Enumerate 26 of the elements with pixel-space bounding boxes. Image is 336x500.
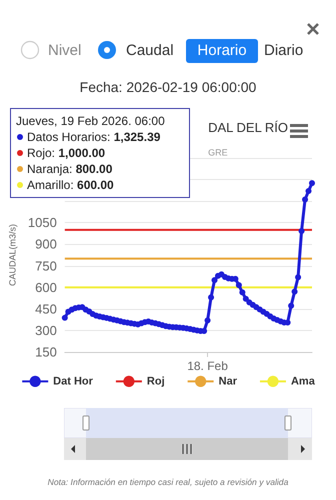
text: Nivel <box>48 42 82 59</box>
y-tick-label: 150 <box>35 344 57 360</box>
text: Diario <box>264 41 304 61</box>
legend-label: Nar <box>218 375 238 388</box>
text: Nota: Información en tiempo casi real, sujeto a revisión y valida <box>46 477 290 487</box>
y-tick-label: 900 <box>35 236 57 252</box>
y-tick-label: 300 <box>35 322 57 338</box>
legend-label: Roj <box>146 375 165 388</box>
annotation: Rojo: 1,000.00 <box>26 145 106 161</box>
text: Datos Horarios: 1,325.39 <box>26 129 162 145</box>
legend-label: Dat Hor <box>53 375 94 388</box>
text: Caudal <box>126 42 174 59</box>
annotation: Amarillo: 600.00 <box>26 177 115 193</box>
annotation: Naranja: 800.00 <box>26 161 114 177</box>
y-tick-label: 600 <box>35 280 57 295</box>
text: Horario <box>186 39 258 63</box>
y-tick-label: 750 <box>35 258 57 274</box>
y-tick-label: 1050 <box>28 215 57 230</box>
y-tick-label: 450 <box>35 301 57 316</box>
text: Fecha: 2026-02-19 06:00:00 <box>78 79 258 95</box>
chart-subtitle: GRE <box>208 148 228 158</box>
legend-label: Ama <box>290 375 316 388</box>
text: Jueves, 19 Feb 2026. 06:00 <box>16 113 166 129</box>
y-axis-title: CAUDAL(m3/s) <box>8 224 18 286</box>
x-tick-label: 18. Feb <box>187 359 228 373</box>
chart-title: DAL DEL RÍO <box>208 120 288 135</box>
